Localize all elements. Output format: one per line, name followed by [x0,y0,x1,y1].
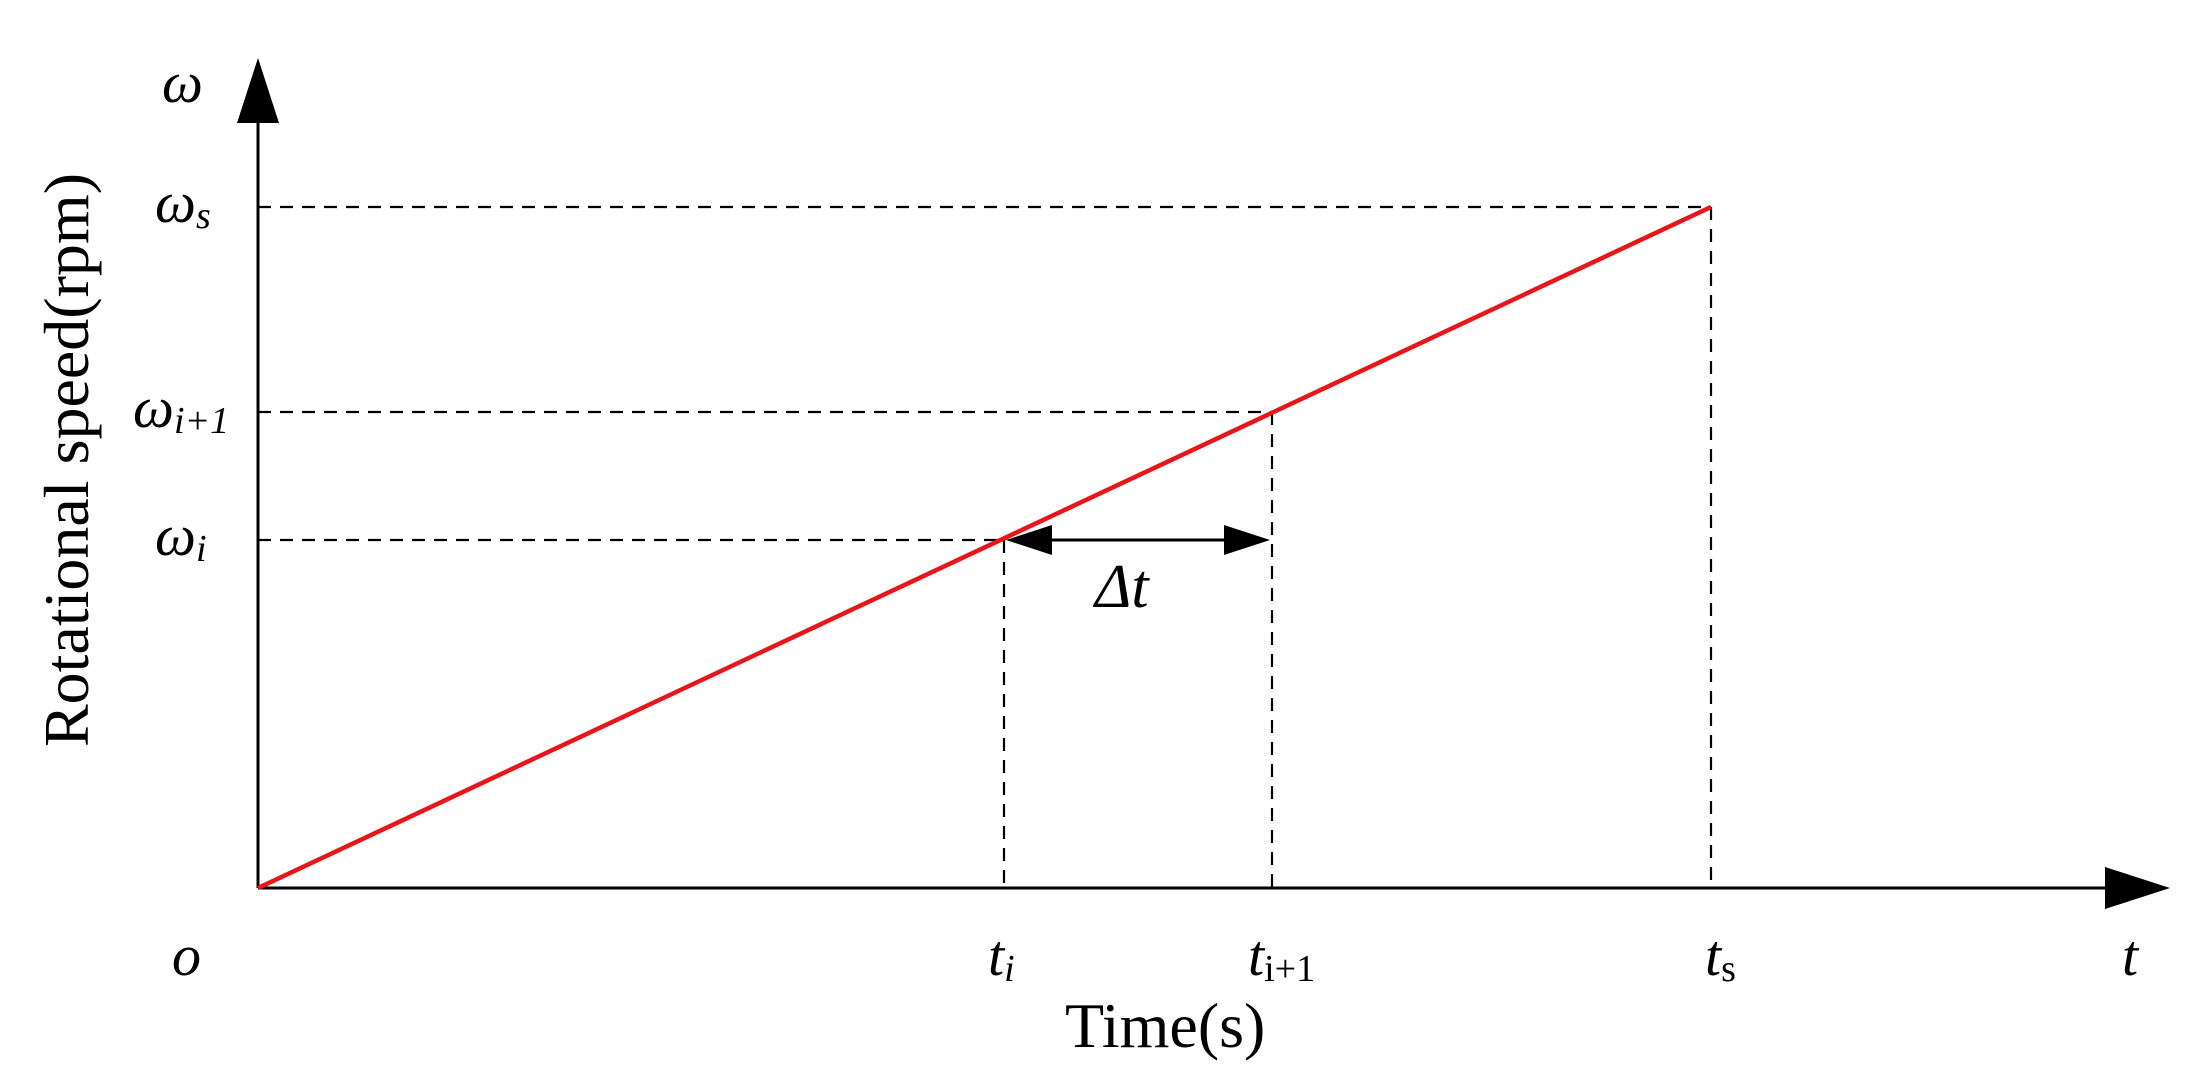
axes [237,58,2170,909]
delta-t-right-arrowhead [1224,525,1270,555]
x-tick-t-i: ti [988,923,1015,990]
x-tick-t-i1: ti+1 [1248,923,1315,990]
guide-lines [258,205,1713,888]
y-tick-omega-i1: ωi+1 [133,375,229,442]
delta-t-label: Δt [1092,553,1150,621]
y-tick-omega-i: ωi [155,503,207,570]
x-axis-title: Time(s) [1065,990,1265,1061]
origin-label: o [172,923,201,988]
x-axis-arrowhead [2105,867,2170,909]
x-tick-t-s: ts [1705,923,1736,990]
y-axis-symbol: ω [162,50,203,115]
y-tick-omega-s: ωs [155,170,211,237]
y-axis-arrowhead [237,58,279,123]
x-axis-symbol: t [2122,923,2140,988]
y-axis-title: Rotational speed(rpm) [31,173,102,747]
speed-ramp-line [257,204,1712,891]
delta-t-left-arrowhead [1006,525,1052,555]
delta-t-arrow [1006,525,1270,555]
